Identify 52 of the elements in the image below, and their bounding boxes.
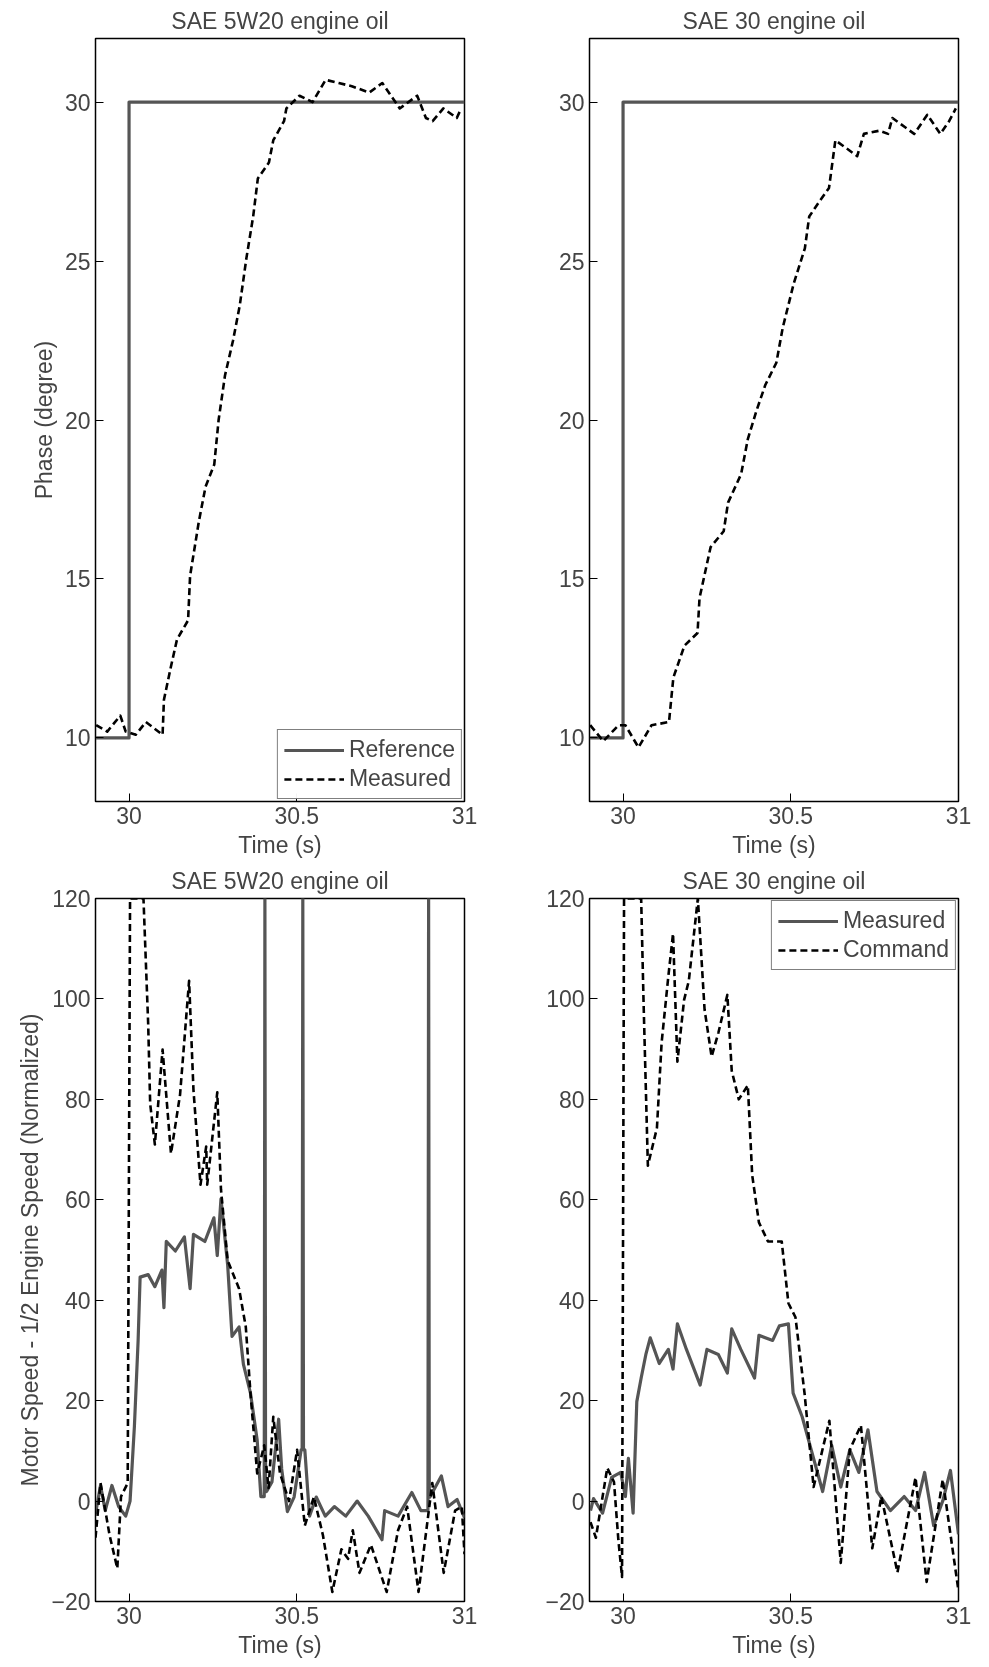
x-tick-label: 31 — [451, 1602, 478, 1629]
y-tick-label: 120 — [546, 886, 585, 912]
x-tick-label: 30.5 — [768, 1602, 814, 1629]
y-tick-label: 60 — [64, 1187, 91, 1214]
x-tick-label: 31 — [945, 1602, 972, 1629]
x-tick-label: 30 — [610, 1602, 636, 1629]
y-tick-label: 10 — [558, 725, 585, 752]
y-tick-label: −20 — [545, 1589, 585, 1615]
x-tick-label: 30 — [116, 1602, 142, 1629]
x-tick-label: 30.5 — [274, 1602, 320, 1629]
y-tick-label: 60 — [558, 1187, 585, 1214]
y-tick-label: 40 — [558, 1287, 585, 1314]
y-tick-label: 0 — [571, 1488, 585, 1515]
x-tick-label: 30 — [116, 802, 142, 829]
y-tick-label: 30 — [558, 89, 585, 116]
x-tick-label: 31 — [945, 802, 972, 829]
x-axis-title: Time (s) — [238, 831, 322, 858]
y-tick-label: 20 — [558, 1388, 585, 1415]
legend-label: Measured — [842, 907, 946, 934]
y-tick-label: 20 — [64, 1388, 91, 1415]
x-tick-label: 30.5 — [768, 802, 814, 829]
y-tick-label: 100 — [52, 986, 91, 1013]
chart-title: SAE 30 engine oil — [682, 867, 866, 894]
y-tick-label: 10 — [64, 725, 91, 752]
x-tick-label: 31 — [451, 802, 478, 829]
legend-label: Measured — [348, 765, 452, 792]
x-axis-title: Time (s) — [732, 1631, 816, 1658]
y-tick-label: 40 — [64, 1287, 91, 1314]
x-tick-label: 30 — [610, 802, 636, 829]
y-tick-label: 80 — [64, 1086, 91, 1113]
chart-title: SAE 30 engine oil — [682, 7, 866, 34]
y-tick-label: 120 — [52, 886, 91, 912]
legend-label: Reference — [348, 736, 455, 763]
y-tick-label: −20 — [51, 1589, 91, 1615]
y-tick-label: 15 — [558, 566, 585, 593]
y-axis-title: Motor Speed - 1/2 Engine Speed (Normalized) — [17, 1013, 44, 1487]
legend-label: Command — [842, 936, 949, 963]
chart-title: SAE 5W20 engine oil — [171, 867, 389, 894]
y-tick-label: 20 — [64, 407, 91, 434]
y-tick-label: 80 — [558, 1086, 585, 1113]
y-tick-label: 30 — [64, 89, 91, 116]
y-axis-title: Phase (degree) — [30, 340, 57, 500]
y-tick-label: 100 — [546, 986, 585, 1013]
y-tick-label: 25 — [64, 248, 91, 275]
x-tick-label: 30.5 — [274, 802, 320, 829]
x-axis-title: Time (s) — [238, 1631, 322, 1658]
y-tick-label: 25 — [558, 248, 585, 275]
y-tick-label: 0 — [77, 1488, 91, 1515]
chart-title: SAE 5W20 engine oil — [171, 7, 389, 34]
y-tick-label: 15 — [64, 566, 91, 593]
x-axis-title: Time (s) — [732, 831, 816, 858]
y-tick-label: 20 — [558, 407, 585, 434]
